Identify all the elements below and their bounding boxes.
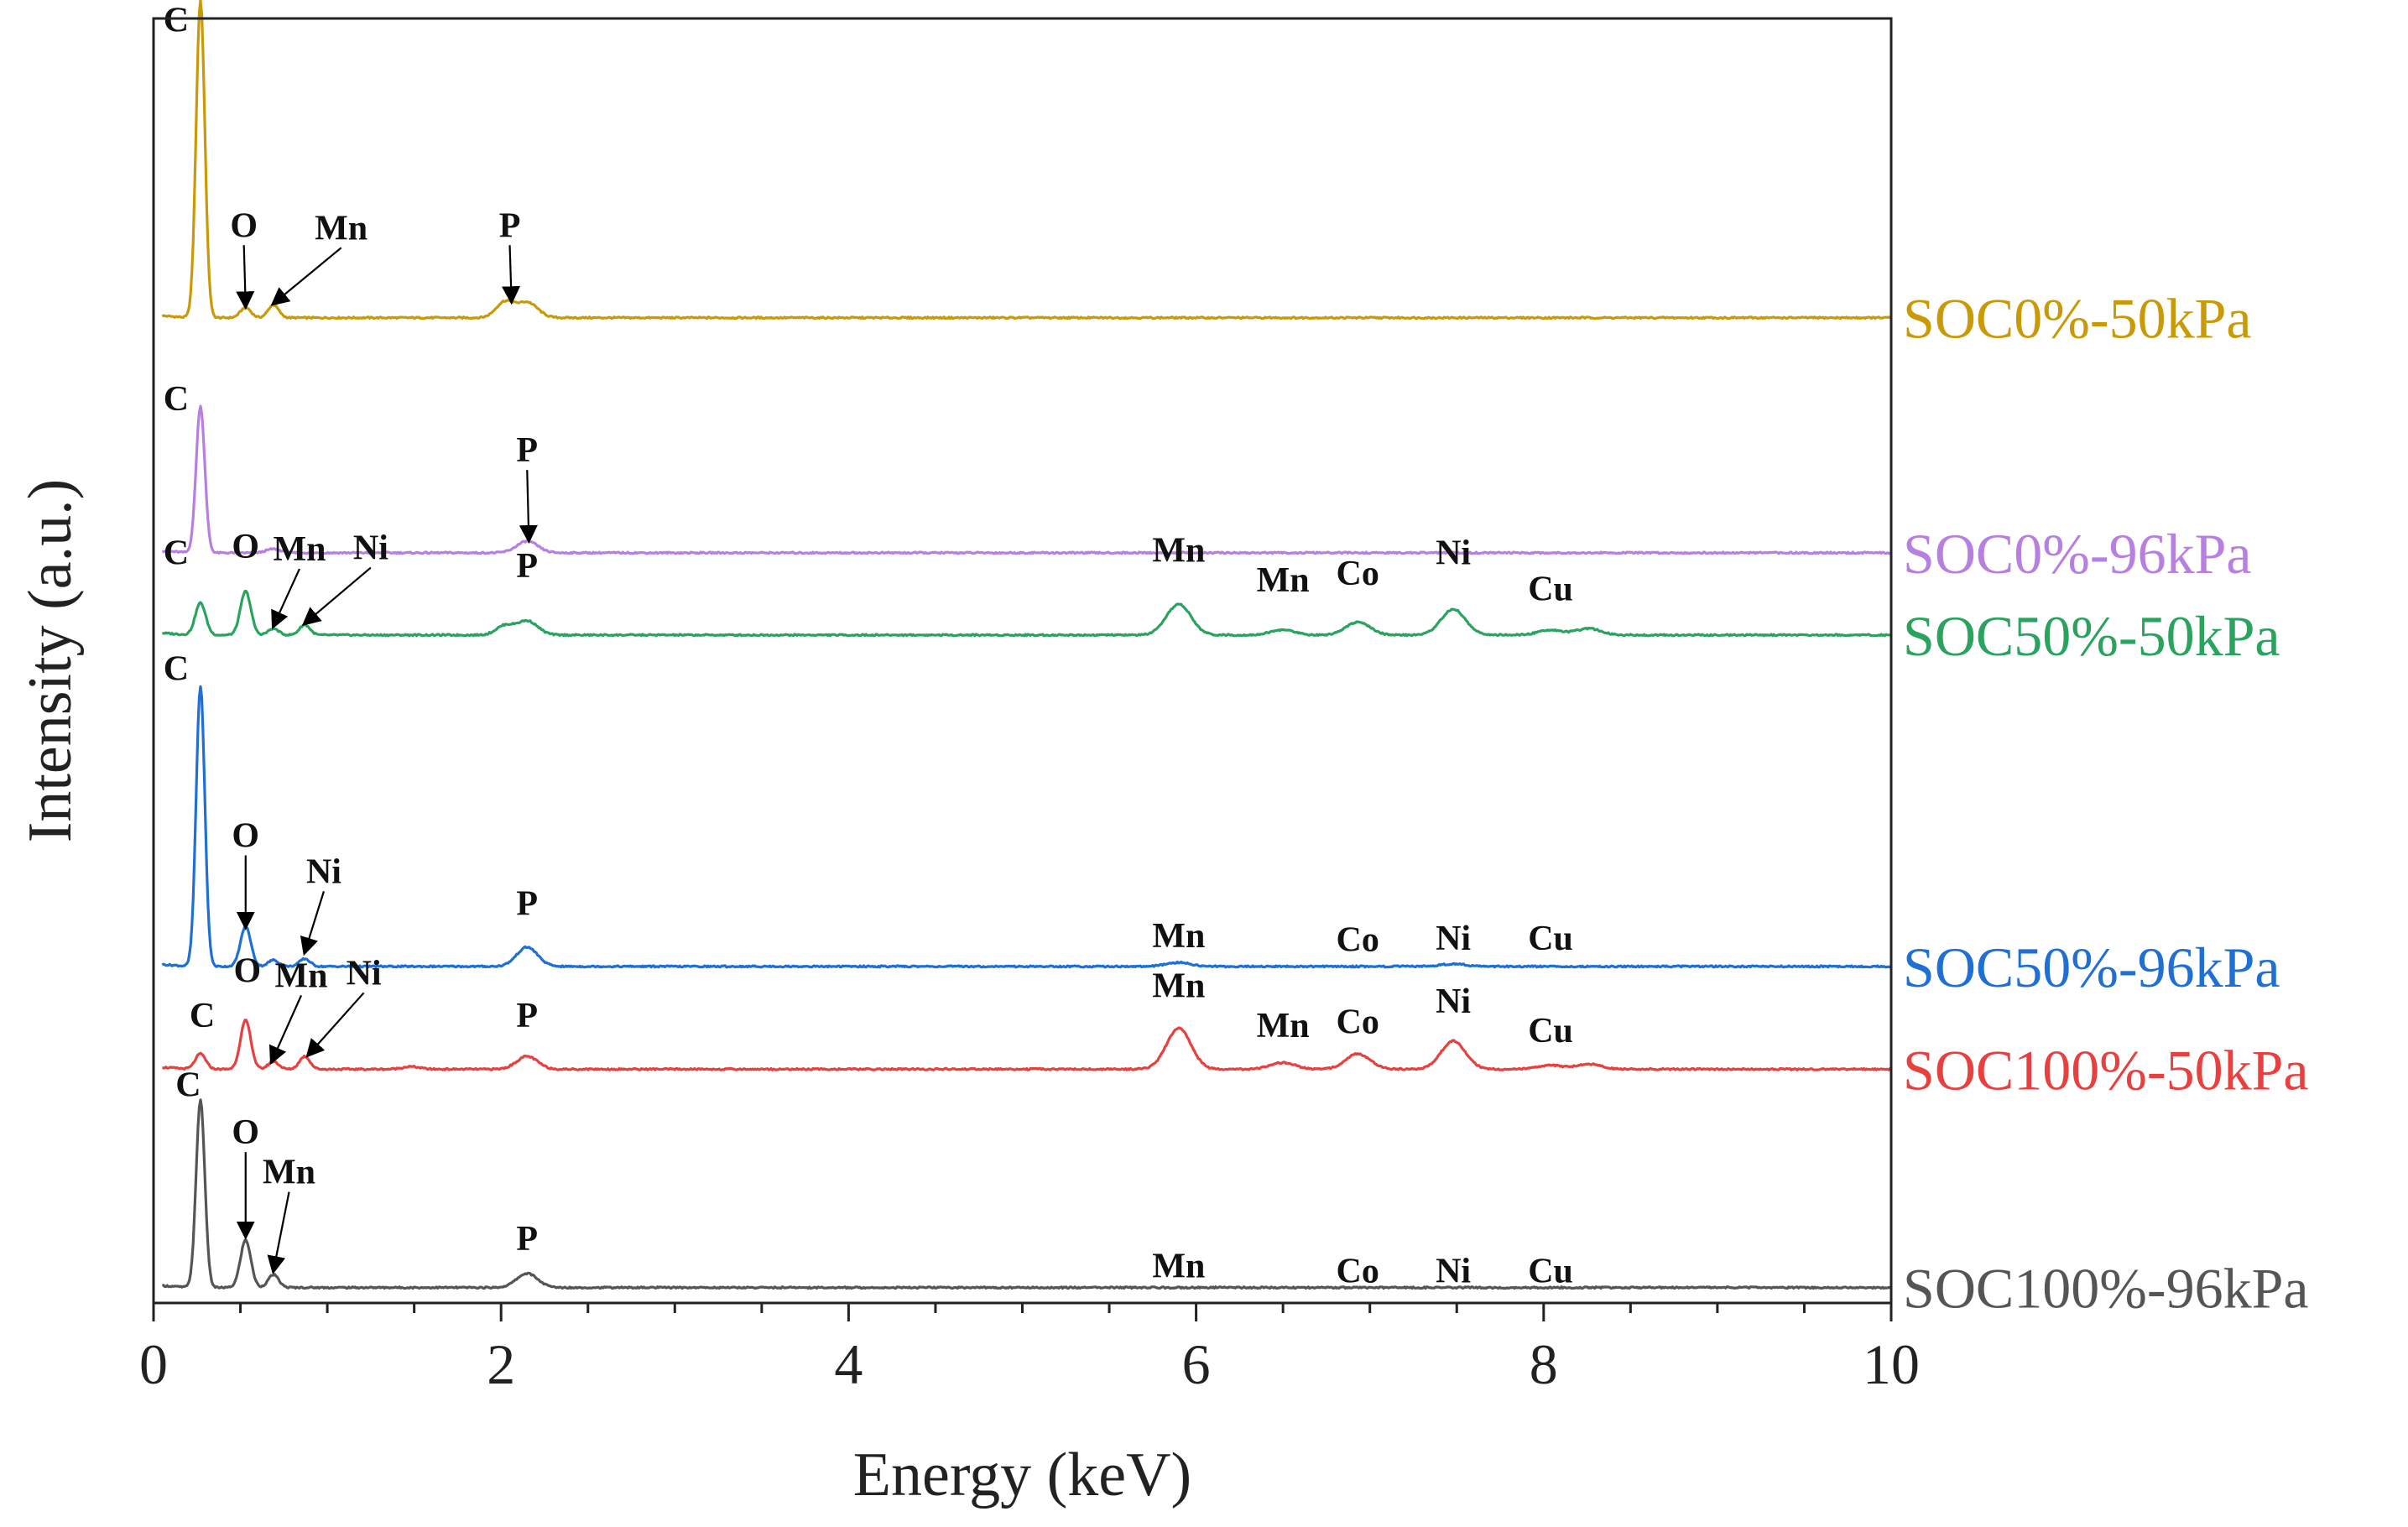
- peak-label: O: [232, 816, 259, 855]
- peak-label: C: [164, 380, 189, 419]
- peak-label: C: [164, 1, 189, 39]
- x-tick-label: 0: [139, 1332, 168, 1396]
- series-label: SOC100%-96kPa: [1903, 1257, 2309, 1321]
- x-axis: 0 2 4 6 8 10: [139, 1303, 1920, 1396]
- peak-label: Mn: [315, 209, 367, 248]
- peak-arrow: [305, 992, 365, 1058]
- peak-label: Co: [1337, 555, 1379, 593]
- peak-label: Mn: [273, 530, 326, 569]
- series-label: SOC50%-50kPa: [1903, 604, 2280, 668]
- spectra-traces: [161, 0, 1893, 1290]
- plot-frame: [152, 17, 1893, 1305]
- peak-label: Mn: [1152, 532, 1205, 571]
- spectrum-line: [162, 1098, 1892, 1290]
- peak-label: P: [516, 547, 538, 586]
- peak-label: O: [230, 206, 258, 245]
- peak-arrow: [502, 245, 521, 305]
- x-tick-label: 2: [487, 1332, 515, 1396]
- peak-label: P: [516, 431, 538, 470]
- x-tick-label: 8: [1530, 1332, 1558, 1396]
- peak-label: Ni: [1436, 920, 1471, 958]
- peak-label: C: [164, 534, 189, 573]
- peak-arrow: [301, 566, 372, 626]
- peak-label: P: [499, 206, 521, 245]
- peak-label: Mn: [275, 956, 328, 995]
- peak-label: Mn: [1152, 1247, 1205, 1285]
- peak-label: Cu: [1528, 1253, 1573, 1291]
- spectrum-line: [161, 0, 1892, 321]
- peak-arrow: [519, 470, 538, 544]
- peak-label: P: [516, 997, 538, 1035]
- peak-label: Mn: [1257, 561, 1310, 600]
- x-axis-title: Energy (keV): [853, 1441, 1191, 1509]
- peak-arrow: [236, 245, 255, 310]
- peak-label: O: [232, 528, 259, 566]
- peak-label: Ni: [306, 852, 341, 891]
- x-tick-label: 6: [1182, 1332, 1211, 1396]
- peak-label: P: [516, 885, 538, 924]
- peak-label: Ni: [1436, 982, 1471, 1021]
- peak-label: C: [175, 1066, 201, 1105]
- peak-label: Co: [1337, 1253, 1379, 1291]
- x-tick-label: 4: [834, 1332, 863, 1396]
- peak-arrow: [270, 247, 342, 306]
- peak-label: Cu: [1528, 920, 1573, 958]
- peak-label: P: [516, 1220, 538, 1259]
- y-axis-title: Intensity (a.u.): [16, 479, 85, 843]
- spectrum-line: [161, 685, 1893, 969]
- series-label: SOC100%-50kPa: [1903, 1038, 2309, 1102]
- peak-label: C: [164, 649, 189, 688]
- peak-label: Co: [1337, 1003, 1379, 1041]
- peak-label: Mn: [1152, 967, 1205, 1006]
- peak-label: Mn: [1257, 1007, 1310, 1045]
- peak-label: Cu: [1528, 571, 1573, 609]
- series-labels: SOC0%-50kPa SOC0%-96kPa SOC50%-50kPa SOC50%…: [1903, 287, 2309, 1321]
- series-label: SOC50%-96kPa: [1903, 935, 2280, 999]
- peak-arrow: [267, 1191, 290, 1275]
- peak-label: Mn: [1152, 917, 1205, 956]
- peak-label: Ni: [1436, 534, 1471, 573]
- spectrum-line: [162, 1019, 1892, 1071]
- peak-label: Co: [1337, 921, 1379, 960]
- peak-arrow: [268, 994, 303, 1066]
- series-label: SOC0%-96kPa: [1903, 522, 2252, 586]
- peak-label: Cu: [1528, 1012, 1573, 1050]
- peak-label: Mn: [263, 1154, 315, 1192]
- peak-label: O: [232, 1113, 259, 1152]
- spectrum-line: [162, 404, 1892, 555]
- peak-label: C: [190, 997, 215, 1035]
- spectrum-line: [162, 590, 1892, 638]
- peak-label: Ni: [1436, 1253, 1471, 1291]
- series-label: SOC0%-50kPa: [1903, 287, 2252, 351]
- peak-label: Ni: [347, 954, 382, 993]
- x-tick-label: 10: [1863, 1332, 1920, 1396]
- peak-label: Ni: [353, 529, 388, 568]
- peak-label: O: [233, 951, 261, 990]
- peak-arrow: [271, 568, 300, 630]
- peak-arrow: [300, 891, 326, 956]
